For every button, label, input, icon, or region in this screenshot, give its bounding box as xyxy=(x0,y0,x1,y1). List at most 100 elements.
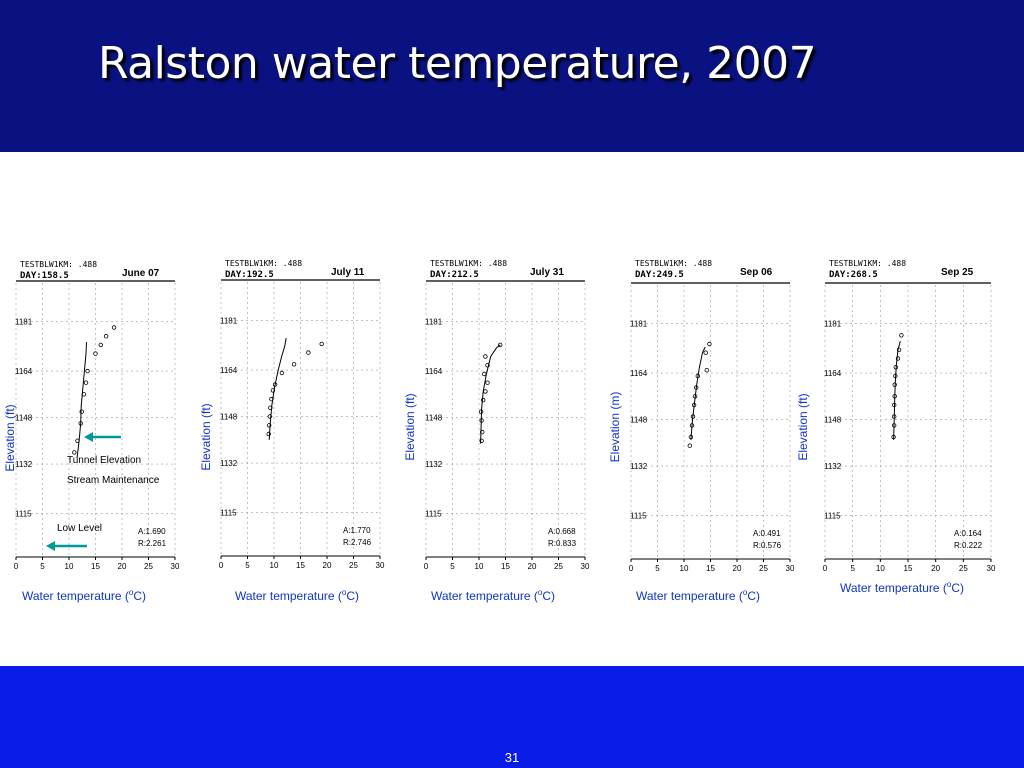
data-point xyxy=(103,334,109,339)
stat-r: R:0.576 xyxy=(753,541,782,550)
x-tick-label: 15 xyxy=(501,562,510,571)
stat-r: R:2.261 xyxy=(138,539,167,548)
x-tick-label: 15 xyxy=(706,564,715,573)
data-point xyxy=(485,380,490,385)
x-tick-label: 10 xyxy=(475,562,484,571)
chart-date-label: June 07 xyxy=(122,268,160,279)
x-tick-label: 20 xyxy=(323,561,332,570)
y-tick-label: 1115 xyxy=(220,508,237,517)
x-axis-label: Water temperature (oC) xyxy=(21,588,147,603)
x-tick-label: 10 xyxy=(680,564,689,573)
y-tick-label: 1132 xyxy=(824,462,842,471)
model-line xyxy=(480,344,501,444)
x-tick-label: 30 xyxy=(581,562,590,571)
tunnel-elevation-arrow xyxy=(84,432,121,442)
y-tick-label: 1132 xyxy=(425,460,443,469)
data-point xyxy=(93,351,98,356)
y-tick-label: 1164 xyxy=(425,367,443,376)
stream-maintenance-note: Stream Maintenance xyxy=(67,475,160,486)
x-tick-label: 5 xyxy=(850,564,855,573)
x-axis-label: Water temperature (oC) xyxy=(430,588,556,603)
x-tick-label: 25 xyxy=(759,564,768,573)
chart-date-label: Sep 06 xyxy=(740,267,773,278)
y-tick-label: 1115 xyxy=(630,511,647,520)
data-point xyxy=(83,380,89,385)
data-point xyxy=(72,450,77,455)
x-tick-label: 20 xyxy=(733,564,742,573)
y-tick-label: 1181 xyxy=(220,317,238,326)
x-tick-label: 15 xyxy=(904,564,913,573)
chart-header-id: TESTBLW1KM: .488 xyxy=(635,259,712,268)
x-tick-label: 5 xyxy=(40,562,45,571)
x-tick-label: 10 xyxy=(65,562,74,571)
x-tick-label: 30 xyxy=(376,561,385,570)
chart-date-label: July 31 xyxy=(530,267,564,278)
data-point xyxy=(279,370,285,376)
footer-bar xyxy=(0,666,1024,768)
data-point xyxy=(483,354,488,359)
data-point xyxy=(687,443,692,448)
chart-header-id: TESTBLW1KM: .488 xyxy=(430,259,507,268)
y-tick-label: 1148 xyxy=(425,414,443,423)
stat-a: A:0.491 xyxy=(753,529,781,538)
slide-title: Ralston water temperature, 2007 xyxy=(98,38,817,89)
y-tick-label: 1148 xyxy=(15,414,33,423)
data-point xyxy=(291,362,297,367)
y-tick-label: 1164 xyxy=(824,369,842,378)
data-point xyxy=(111,325,117,330)
y-tick-label: 1132 xyxy=(630,462,648,471)
y-tick-label: 1115 xyxy=(425,509,442,518)
data-point xyxy=(704,368,709,373)
x-tick-label: 0 xyxy=(424,562,429,571)
chart-header-day: DAY:158.5 xyxy=(20,271,69,281)
model-line xyxy=(76,341,87,459)
title-bar: Ralston water temperature, 2007 xyxy=(0,0,1024,152)
x-tick-label: 30 xyxy=(786,564,795,573)
stat-a: A:0.164 xyxy=(954,529,982,538)
low-level-note: Low Level xyxy=(57,523,103,534)
x-tick-label: 5 xyxy=(245,561,250,570)
stat-r: R:0.222 xyxy=(954,541,983,550)
tunnel-elevation-note: Tunnel Elevation xyxy=(67,455,142,466)
x-axis-label: Water temperature (oC) xyxy=(635,588,761,603)
x-tick-label: 0 xyxy=(629,564,634,573)
x-tick-label: 25 xyxy=(349,561,358,570)
x-tick-label: 30 xyxy=(987,564,996,573)
y-tick-label: 1164 xyxy=(630,369,648,378)
y-tick-label: 1181 xyxy=(425,318,443,327)
y-tick-label: 1181 xyxy=(630,320,648,329)
x-tick-label: 10 xyxy=(876,564,885,573)
y-tick-label: 1132 xyxy=(15,460,33,469)
x-axis-label: Water temperature (oC) xyxy=(234,588,360,603)
x-tick-label: 5 xyxy=(655,564,660,573)
chart-header-day: DAY:192.5 xyxy=(225,270,274,280)
data-point xyxy=(707,341,712,347)
data-point xyxy=(98,342,103,348)
x-tick-label: 20 xyxy=(931,564,940,573)
x-tick-label: 15 xyxy=(91,562,100,571)
model-line xyxy=(268,338,287,440)
stat-a: A:0.668 xyxy=(548,527,576,536)
x-tick-label: 25 xyxy=(144,562,153,571)
x-tick-label: 15 xyxy=(296,561,305,570)
model-line xyxy=(893,340,901,440)
x-tick-label: 20 xyxy=(528,562,537,571)
x-tick-label: 30 xyxy=(171,562,180,571)
page-number: 31 xyxy=(504,750,520,765)
x-tick-label: 0 xyxy=(14,562,19,571)
chart-header-id: TESTBLW1KM: .488 xyxy=(829,259,906,268)
x-tick-label: 20 xyxy=(118,562,127,571)
chart-date-label: July 11 xyxy=(331,267,365,278)
x-tick-label: 25 xyxy=(554,562,563,571)
y-tick-label: 1115 xyxy=(824,511,841,520)
data-point xyxy=(703,350,708,355)
stat-a: A:1.770 xyxy=(343,526,371,535)
y-tick-label: 1164 xyxy=(220,366,238,375)
x-axis-label: Water temperature (oC) xyxy=(839,580,965,595)
stat-r: R:2.746 xyxy=(343,538,372,547)
y-tick-label: 1148 xyxy=(824,416,842,425)
x-tick-label: 25 xyxy=(959,564,968,573)
y-tick-label: 1148 xyxy=(220,413,238,422)
